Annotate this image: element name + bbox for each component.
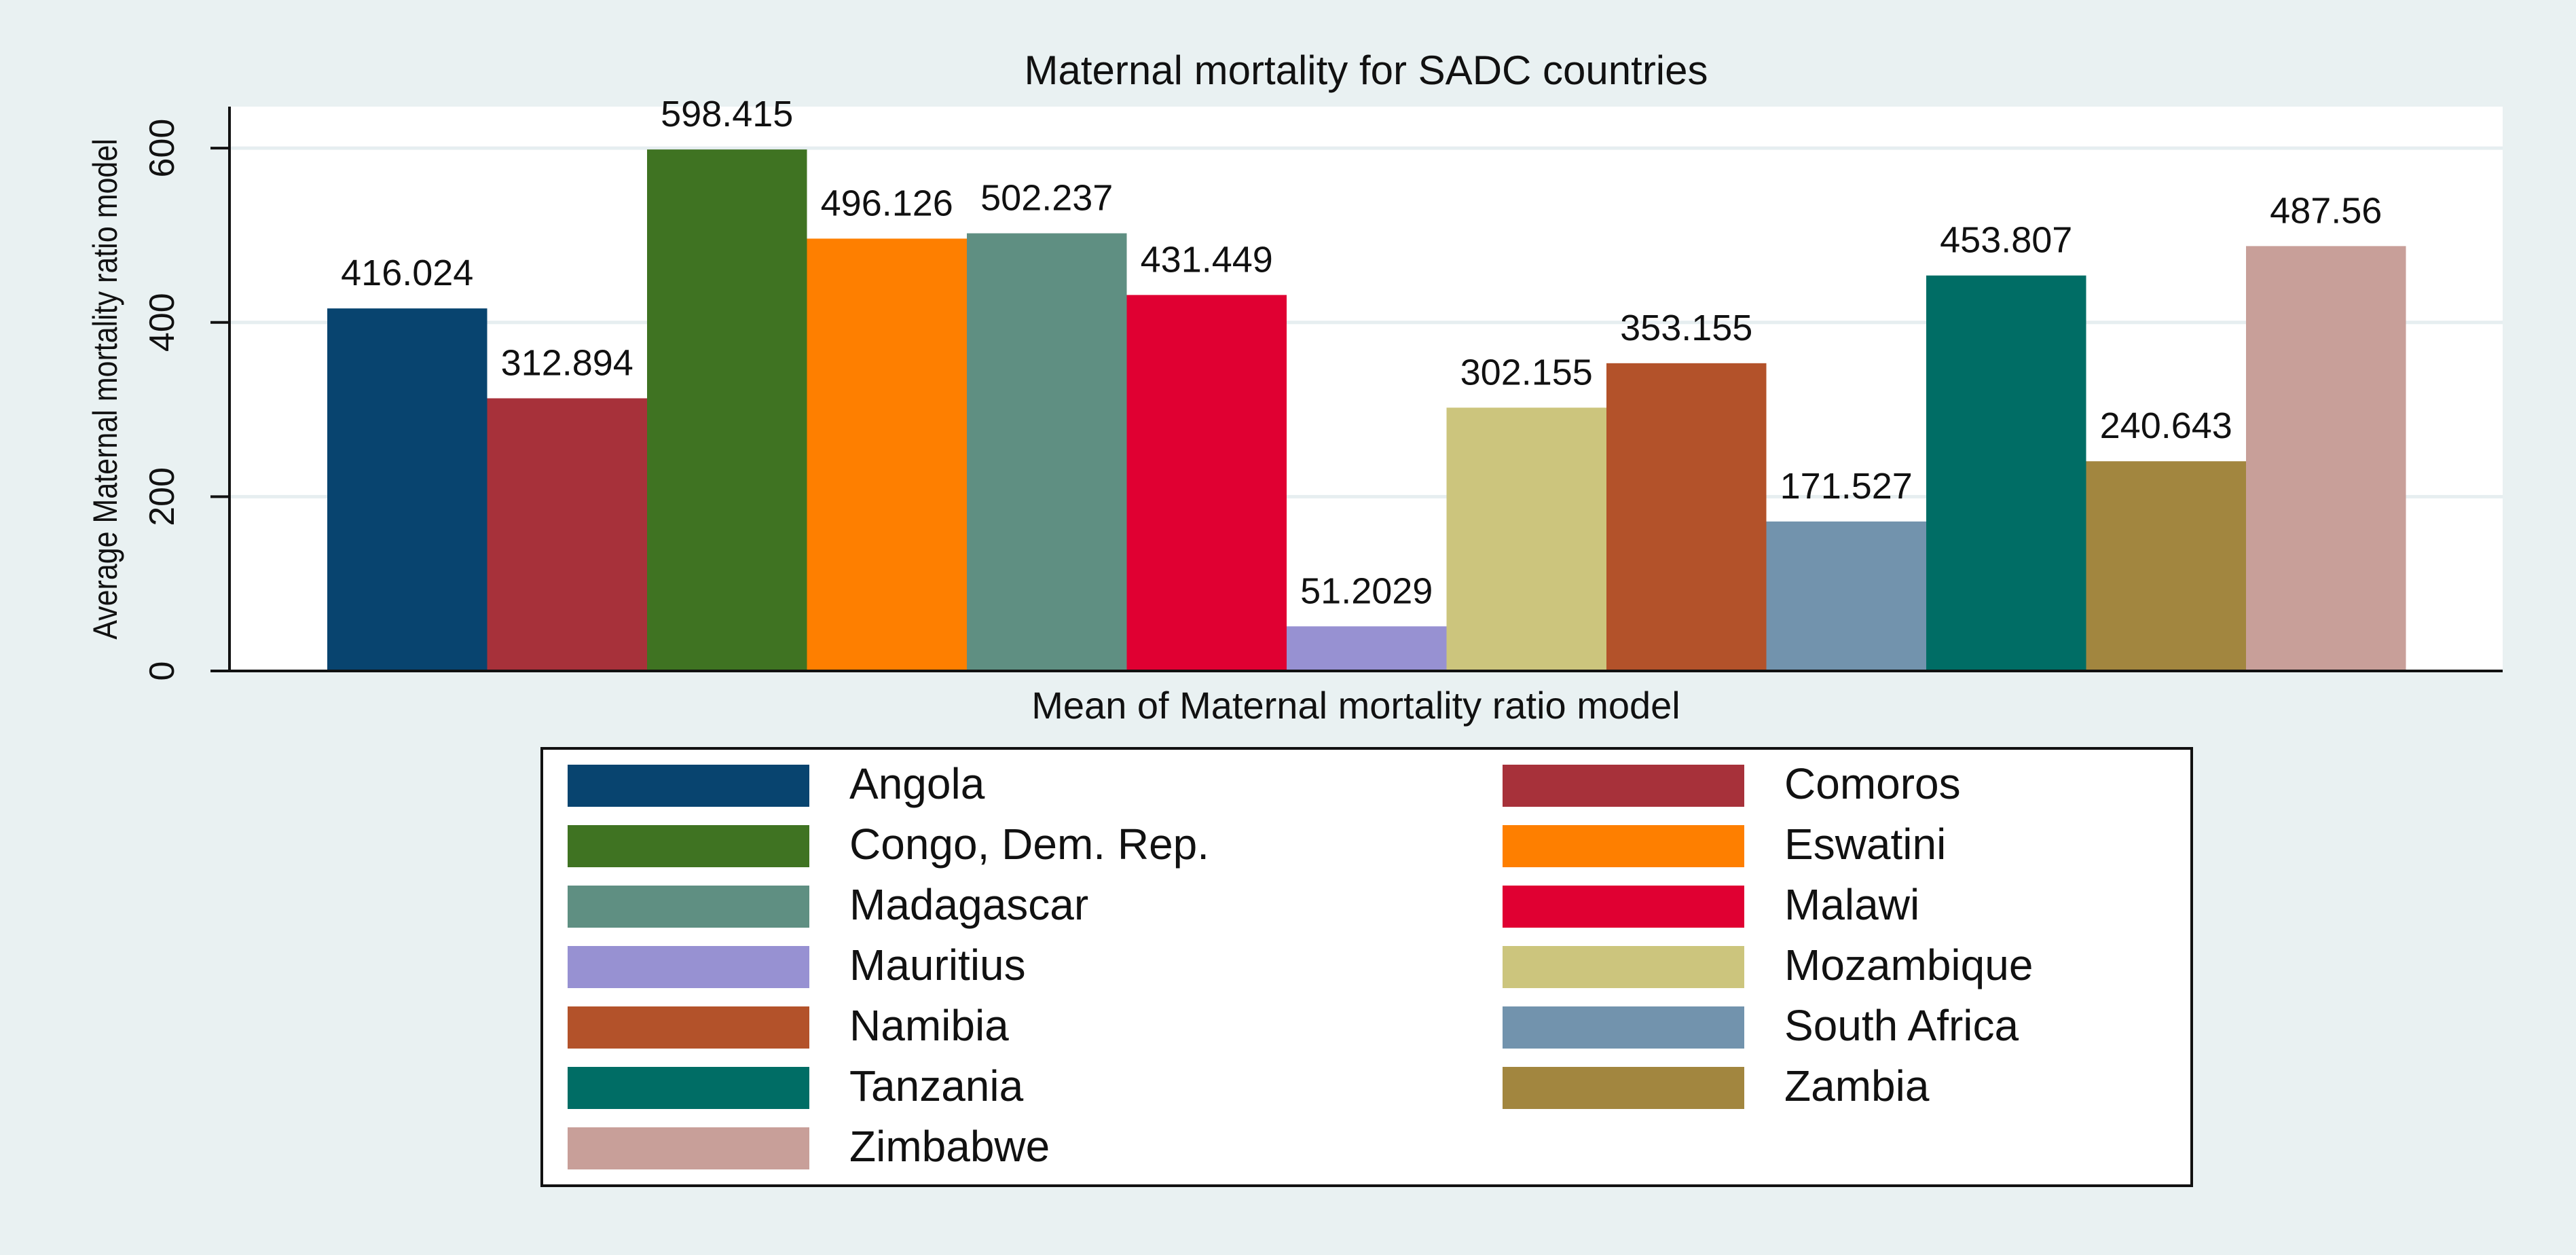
legend-swatch: [568, 1127, 809, 1169]
bar-value-label: 487.56: [2270, 190, 2382, 231]
legend-box: [540, 747, 2193, 1187]
bar-value-label: 302.155: [1460, 352, 1593, 393]
y-ticks: 0 200 400 600: [143, 119, 229, 681]
legend-label: Comoros: [1784, 759, 1961, 808]
bar: [807, 238, 967, 672]
legend-label: Zimbabwe: [849, 1122, 1050, 1171]
chart-title: Maternal mortality for SADC countries: [1025, 48, 1708, 93]
legend-label: Malawi: [1784, 880, 1919, 929]
bar: [1926, 275, 2086, 671]
bar: [1766, 521, 1926, 671]
bar-value-label: 240.643: [2100, 405, 2232, 446]
legend-swatch: [568, 765, 809, 807]
legend-swatch: [1503, 825, 1744, 867]
bar: [487, 398, 647, 671]
y-tick-label: 0: [143, 661, 182, 681]
bar: [1126, 295, 1287, 672]
bar: [967, 233, 1127, 671]
bar: [1287, 626, 1447, 671]
bar: [2086, 461, 2246, 671]
legend-swatch: [568, 1006, 809, 1049]
legend-label: Mozambique: [1784, 941, 2033, 989]
bar-value-label: 453.807: [1940, 220, 2072, 261]
bar-value-label: 171.527: [1780, 466, 1913, 507]
bar: [647, 149, 807, 671]
legend-swatch: [1503, 1067, 1744, 1109]
legend-swatch: [1503, 1006, 1744, 1049]
legend-swatch: [1503, 765, 1744, 807]
legend-label: Zambia: [1784, 1061, 1930, 1110]
bar-value-label: 431.449: [1141, 239, 1273, 280]
legend-swatch: [568, 1067, 809, 1109]
bar-value-label: 312.894: [501, 342, 633, 383]
bar-value-label: 502.237: [980, 178, 1113, 219]
y-tick-label: 600: [143, 119, 182, 178]
bar: [1606, 363, 1767, 671]
legend: Angola Comoros Congo, Dem. Rep. Eswatini Mad…: [568, 759, 2033, 1171]
bar-value-label: 353.155: [1620, 308, 1752, 348]
legend-swatch: [1503, 946, 1744, 988]
legend-swatch: [568, 825, 809, 867]
bars: [327, 149, 2406, 672]
bar-value-label: 51.2029: [1300, 570, 1433, 611]
bar-value-label: 416.024: [341, 253, 473, 293]
y-tick-label: 200: [143, 467, 182, 526]
y-tick-label: 400: [143, 293, 182, 352]
legend-label: Congo, Dem. Rep.: [849, 820, 1209, 869]
bar: [2246, 246, 2406, 671]
y-axis-label: Average Maternal mortality ratio model: [86, 139, 124, 640]
legend-label: Namibia: [849, 1001, 1009, 1050]
legend-swatch: [568, 886, 809, 928]
bar-labels: 416.024 312.894 598.415 496.126 502.237 431.4…: [341, 94, 2382, 611]
legend-label: Angola: [849, 759, 985, 808]
bar: [327, 308, 487, 672]
bar: [1446, 407, 1606, 671]
legend-label: Tanzania: [849, 1061, 1024, 1110]
x-axis-label: Mean of Maternal mortality ratio model: [1031, 684, 1680, 727]
legend-swatch: [1503, 886, 1744, 928]
legend-label: South Africa: [1784, 1001, 2019, 1050]
legend-swatch: [568, 946, 809, 988]
legend-label: Mauritius: [849, 941, 1026, 989]
bar-value-label: 598.415: [661, 94, 793, 134]
bar-value-label: 496.126: [821, 183, 953, 223]
legend-label: Eswatini: [1784, 820, 1946, 869]
legend-label: Madagascar: [849, 880, 1088, 929]
